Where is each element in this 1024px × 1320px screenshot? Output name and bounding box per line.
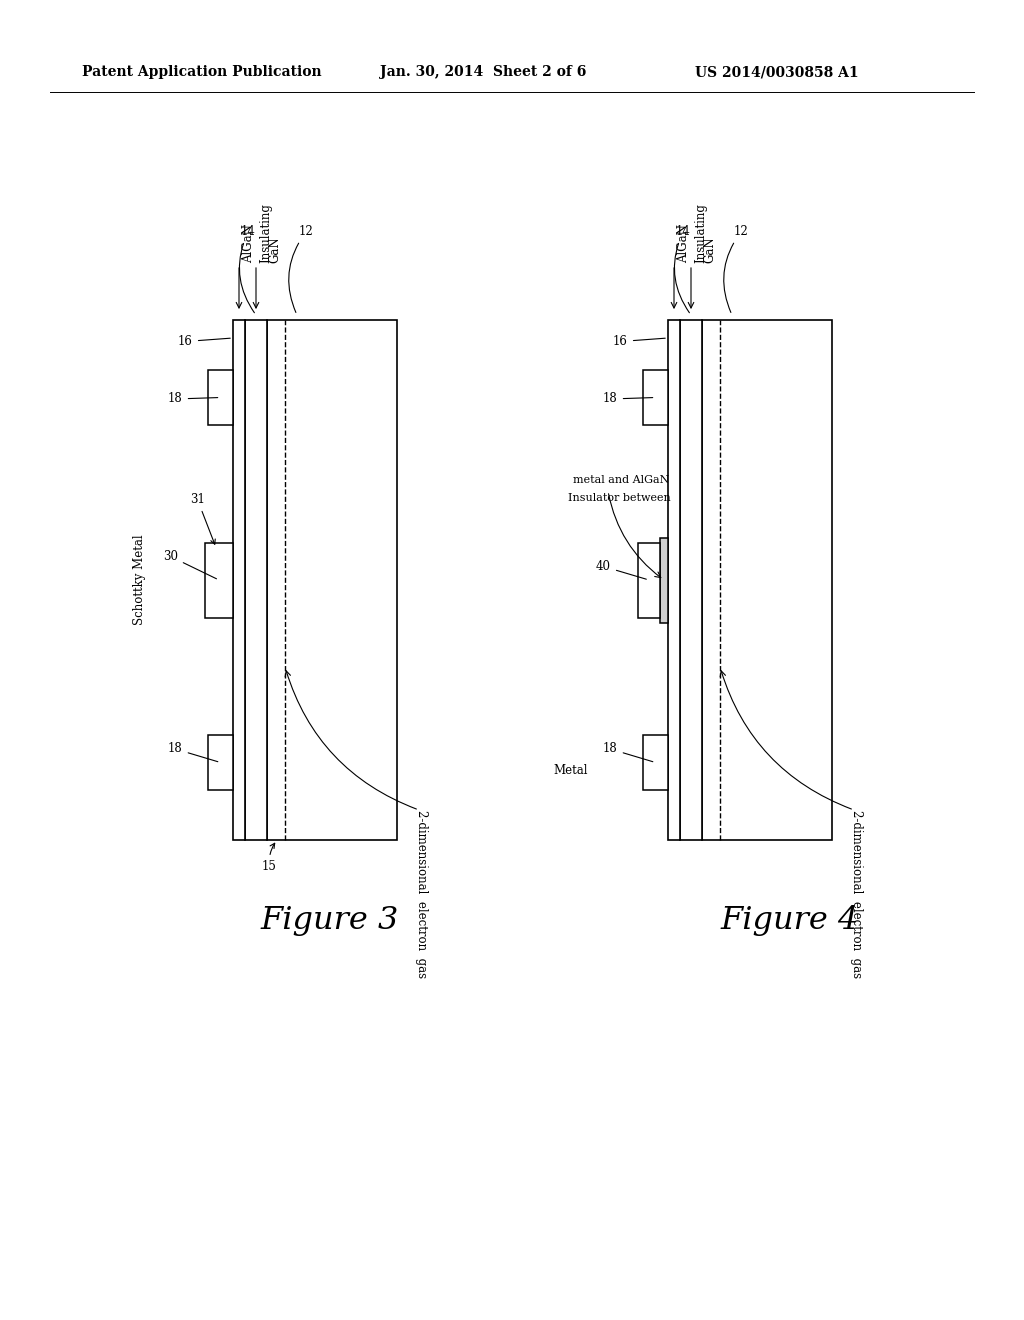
- Bar: [643, 370, 668, 425]
- Text: 18: 18: [168, 392, 218, 405]
- Text: metal and AlGaN: metal and AlGaN: [573, 475, 670, 484]
- Text: Metal: Metal: [554, 764, 588, 777]
- Text: Patent Application Publication: Patent Application Publication: [82, 65, 322, 79]
- Text: 2-dimensional  electron  gas: 2-dimensional electron gas: [850, 810, 863, 978]
- Text: 12: 12: [724, 224, 749, 313]
- Text: 31: 31: [190, 492, 215, 544]
- Text: GaN: GaN: [703, 236, 716, 263]
- Text: 18: 18: [603, 742, 653, 762]
- Text: AlGaN: AlGaN: [242, 224, 255, 263]
- Bar: [680, 319, 702, 840]
- Text: Insulating: Insulating: [694, 203, 707, 263]
- Text: Insulator between: Insulator between: [568, 492, 671, 503]
- Text: 15: 15: [262, 843, 276, 873]
- Text: Figure 4: Figure 4: [721, 904, 859, 936]
- Text: Figure 3: Figure 3: [261, 904, 399, 936]
- Text: 16: 16: [178, 335, 230, 348]
- Text: 16: 16: [613, 335, 666, 348]
- Text: GaN: GaN: [268, 236, 281, 263]
- Text: AlGaN: AlGaN: [677, 224, 690, 263]
- Text: Schottky Metal: Schottky Metal: [133, 535, 146, 626]
- Text: 12: 12: [289, 224, 313, 313]
- Text: Insulating: Insulating: [259, 203, 272, 263]
- Text: Jan. 30, 2014  Sheet 2 of 6: Jan. 30, 2014 Sheet 2 of 6: [380, 65, 587, 79]
- Text: 30: 30: [163, 550, 216, 578]
- Text: 14: 14: [240, 224, 256, 313]
- Bar: [208, 735, 233, 789]
- Bar: [233, 319, 245, 840]
- Text: US 2014/0030858 A1: US 2014/0030858 A1: [695, 65, 859, 79]
- Text: 18: 18: [168, 742, 218, 762]
- Bar: [208, 370, 233, 425]
- Text: 14: 14: [675, 224, 691, 313]
- Bar: [660, 539, 668, 623]
- Bar: [245, 319, 267, 840]
- Bar: [668, 319, 680, 840]
- Bar: [267, 319, 397, 840]
- Bar: [638, 543, 660, 618]
- Text: 2-dimensional  electron  gas: 2-dimensional electron gas: [415, 810, 428, 978]
- Bar: [205, 543, 233, 618]
- Bar: [702, 319, 831, 840]
- Text: 40: 40: [596, 560, 646, 579]
- Text: 18: 18: [603, 392, 652, 405]
- Bar: [643, 735, 668, 789]
